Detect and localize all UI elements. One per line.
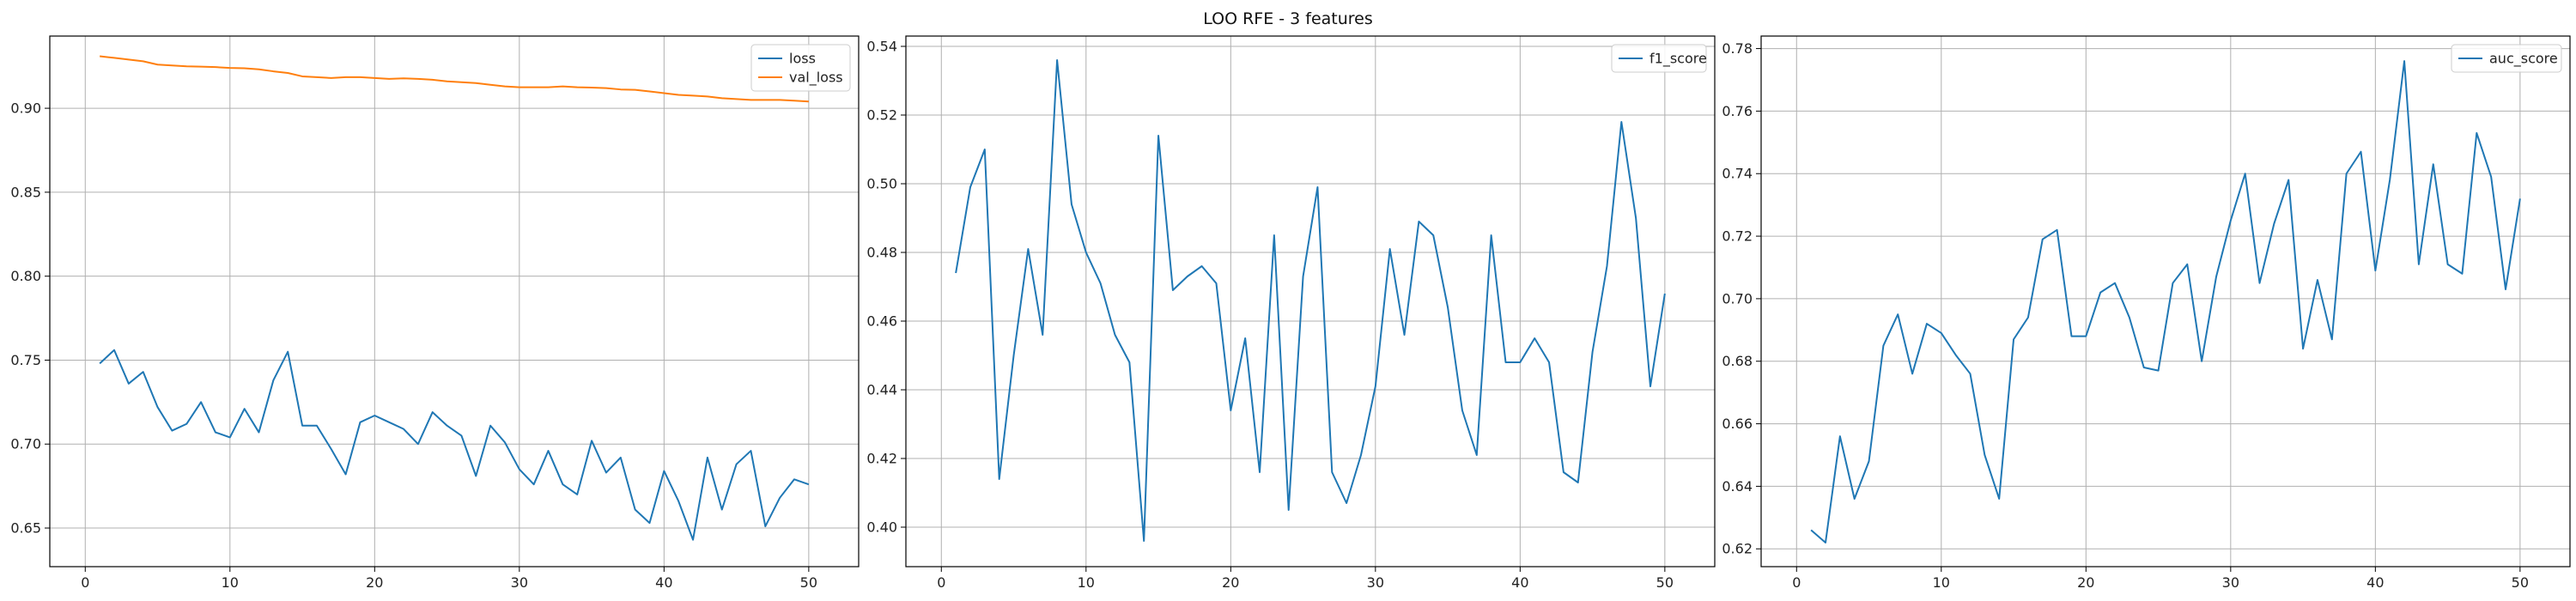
x-tick-label: 20	[2077, 574, 2094, 591]
y-tick-label: 0.70	[1722, 290, 1753, 307]
y-tick-label: 0.42	[866, 451, 897, 467]
y-tick-label: 0.46	[866, 313, 897, 330]
y-tick-label: 0.48	[866, 245, 897, 261]
legend-label: f1_score	[1649, 51, 1707, 68]
series-line-auc-score	[1810, 60, 2521, 543]
axes-frame	[905, 35, 1716, 568]
x-tick-label: 50	[1656, 574, 1674, 591]
x-tick-label: 40	[655, 574, 672, 591]
x-tick-label: 40	[1511, 574, 1528, 591]
y-tick-label: 0.78	[1722, 40, 1753, 57]
y-tick-label: 0.72	[1722, 228, 1753, 245]
y-tick-label: 0.64	[1722, 478, 1753, 495]
x-tick-label: 20	[1222, 574, 1239, 591]
y-tick-label: 0.62	[1722, 541, 1753, 557]
axes-frame	[49, 35, 860, 568]
legend-label: val_loss	[789, 70, 843, 87]
x-tick-label: 0	[937, 574, 945, 591]
legend-box	[2451, 44, 2562, 73]
series-line-val-loss	[100, 55, 809, 103]
legend-label: auc_score	[2489, 51, 2558, 68]
x-tick-label: 50	[2512, 574, 2529, 591]
x-tick-label: 10	[222, 574, 239, 591]
y-tick-label: 0.40	[866, 519, 897, 536]
y-tick-label: 0.90	[10, 100, 41, 117]
x-tick-label: 30	[511, 574, 528, 591]
y-tick-label: 0.70	[10, 436, 41, 452]
x-tick-label: 30	[2222, 574, 2239, 591]
legend-box	[1611, 44, 1707, 73]
y-tick-label: 0.52	[866, 107, 897, 124]
y-tick-label: 0.75	[10, 352, 41, 368]
series-line-f1-score	[955, 59, 1666, 542]
legend: f1_score	[1611, 44, 1707, 73]
loss-panel: 0 10 20 30 40 50 0.65 0.70 0.75 0.80 0.85 0.90 loss v…	[10, 35, 860, 591]
legend-box	[750, 44, 851, 92]
auc-score-panel: 0 10 20 30 40 50 0.62 0.64 0.66 0.68 0.70 0.72 0.74 0…	[1722, 35, 2571, 591]
x-tick-label: 0	[81, 574, 89, 591]
y-tick-label: 0.54	[866, 39, 897, 55]
y-tick-label: 0.74	[1722, 166, 1753, 182]
axes-frame	[1760, 35, 2571, 568]
series-line-loss	[99, 349, 810, 541]
x-tick-label: 10	[1078, 574, 1095, 591]
legend-label: loss	[789, 51, 816, 67]
y-tick-label: 0.44	[866, 382, 897, 398]
y-tick-label: 0.80	[10, 268, 41, 284]
y-tick-label: 0.65	[10, 520, 41, 537]
x-tick-label: 30	[1367, 574, 1384, 591]
f1-score-panel: 0 10 20 30 40 50 0.40 0.42 0.44 0.46 0.48 0.50 0.52 0…	[866, 35, 1716, 591]
y-tick-label: 0.68	[1722, 353, 1753, 369]
x-tick-label: 20	[366, 574, 383, 591]
legend: auc_score	[2451, 44, 2562, 73]
legend: loss val_loss	[750, 44, 851, 92]
y-tick-label: 0.85	[10, 184, 41, 200]
y-tick-label: 0.50	[866, 176, 897, 192]
y-tick-label: 0.76	[1722, 103, 1753, 119]
x-tick-label: 40	[2366, 574, 2384, 591]
x-tick-label: 10	[1933, 574, 1950, 591]
y-tick-label: 0.66	[1722, 416, 1753, 432]
x-tick-label: 0	[1792, 574, 1801, 591]
x-tick-label: 50	[800, 574, 817, 591]
figure-title: LOO RFE - 3 features	[1203, 9, 1373, 28]
